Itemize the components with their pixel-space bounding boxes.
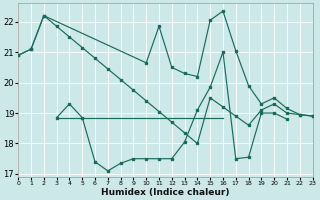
X-axis label: Humidex (Indice chaleur): Humidex (Indice chaleur) — [101, 188, 230, 197]
